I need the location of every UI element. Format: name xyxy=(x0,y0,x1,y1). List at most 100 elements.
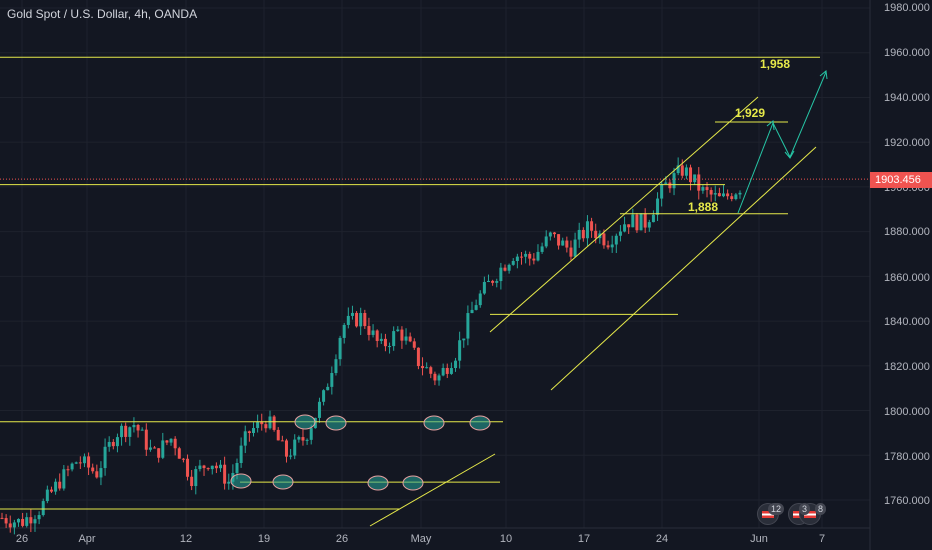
x-tick-jun: Jun xyxy=(750,533,768,545)
candle-body xyxy=(16,518,20,523)
candle-body xyxy=(181,458,185,460)
candle-body xyxy=(334,359,338,374)
candle-body xyxy=(392,331,396,347)
candle-body xyxy=(528,253,532,259)
candle-body xyxy=(540,246,544,252)
candle-body xyxy=(594,230,598,239)
candle-body xyxy=(206,468,210,470)
candle-body xyxy=(272,416,276,430)
pattern-marker xyxy=(469,415,491,431)
candle-body xyxy=(37,515,41,520)
candle-body xyxy=(103,446,107,469)
candle-body xyxy=(672,173,676,189)
candle-body xyxy=(561,240,565,246)
candle-body xyxy=(21,518,25,526)
candle-body xyxy=(223,464,227,484)
x-tick-26-apr: 26 xyxy=(335,533,349,545)
candle-body xyxy=(421,366,425,369)
candle-body xyxy=(284,440,288,457)
candle-body xyxy=(557,234,561,246)
candle-body xyxy=(408,336,412,342)
candle-body xyxy=(342,324,346,338)
candle-body xyxy=(548,232,552,237)
candle-body xyxy=(524,253,528,257)
candle-body xyxy=(111,441,115,447)
candle-body xyxy=(305,439,309,441)
candle-body xyxy=(491,280,495,283)
candle-body xyxy=(396,329,400,332)
candle-body xyxy=(437,375,441,381)
y-tick-1780: 1780.000 xyxy=(884,451,930,463)
candle-body xyxy=(256,421,260,429)
candle-body xyxy=(717,193,721,197)
y-tick-1820: 1820.000 xyxy=(884,361,930,373)
pattern-marker xyxy=(230,473,252,489)
candle-body xyxy=(251,428,255,434)
candle-body xyxy=(466,313,470,339)
candle-body xyxy=(45,489,49,502)
candle-body xyxy=(462,338,466,341)
pattern-marker xyxy=(423,415,445,431)
candle-body xyxy=(536,251,540,261)
candle-body xyxy=(326,386,330,391)
candle-body xyxy=(713,193,717,195)
y-tick-1840: 1840.000 xyxy=(884,316,930,328)
event-count-badge: 3 xyxy=(799,503,811,515)
candle-body xyxy=(487,280,491,282)
candle-body xyxy=(552,232,556,235)
candle-body xyxy=(91,467,95,472)
projection-path xyxy=(737,71,827,214)
candle-body xyxy=(602,233,606,246)
candle-body xyxy=(247,431,251,434)
candle-body xyxy=(4,518,8,524)
candle-body xyxy=(54,481,58,492)
candle-body xyxy=(635,214,639,231)
candle-body xyxy=(140,429,144,431)
candle-body xyxy=(478,293,482,306)
candle-body xyxy=(293,439,297,456)
candle-body xyxy=(614,235,618,245)
x-tick-24: 24 xyxy=(655,533,669,545)
candle-body xyxy=(148,447,152,450)
candle-body xyxy=(289,455,293,457)
candle-body xyxy=(590,221,594,231)
candle-body xyxy=(433,373,437,381)
candle-body xyxy=(165,440,169,443)
candle-body xyxy=(210,465,214,470)
candle-body xyxy=(738,192,742,195)
candle-body xyxy=(676,165,680,174)
x-tick-12: 12 xyxy=(179,533,193,545)
candle-body xyxy=(482,281,486,294)
candle-body xyxy=(235,463,239,473)
arrowhead-up-1 xyxy=(766,120,775,131)
x-tick-may: May xyxy=(410,533,432,545)
candle-body xyxy=(449,368,453,374)
candle-body xyxy=(132,424,136,428)
candle-body xyxy=(507,264,511,271)
candle-body xyxy=(350,312,354,316)
candle-body xyxy=(379,338,383,341)
candle-body xyxy=(190,476,194,487)
candle-body xyxy=(144,429,148,450)
y-tick-1940: 1940.000 xyxy=(884,92,930,104)
candle-body xyxy=(297,437,301,440)
candle-body xyxy=(239,445,243,464)
candle-body xyxy=(441,367,445,376)
x-tick-apr: Apr xyxy=(78,533,96,545)
candle-body xyxy=(651,214,655,223)
pattern-marker xyxy=(272,474,294,490)
candle-body xyxy=(70,463,74,470)
candle-body xyxy=(153,447,157,449)
trendline-lower xyxy=(369,453,496,527)
candle-body xyxy=(169,438,173,443)
candle-body xyxy=(363,313,367,327)
candle-body xyxy=(194,469,198,487)
candle-body xyxy=(74,462,78,464)
candle-body xyxy=(734,194,738,200)
candle-body xyxy=(610,244,614,248)
candle-body xyxy=(689,167,693,183)
candle-body xyxy=(705,187,709,191)
candle-body xyxy=(643,213,647,228)
